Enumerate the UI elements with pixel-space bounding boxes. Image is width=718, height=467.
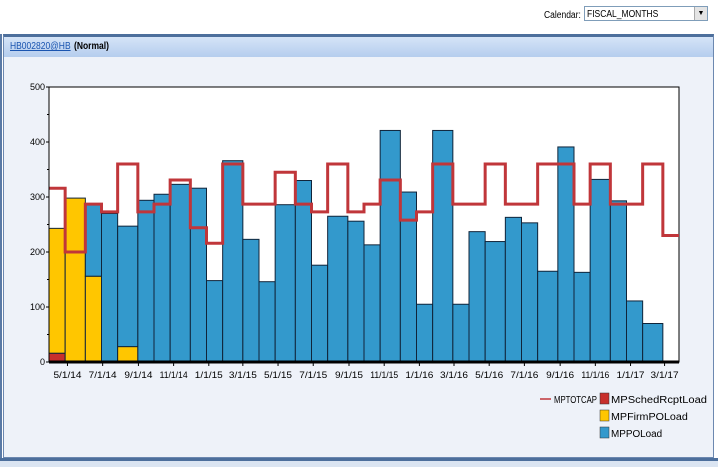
x-tick-label: 9/1/15 [335,370,363,380]
line-mptotcap [49,162,679,254]
bar-mppoload [521,222,539,363]
bar-mppoload [347,220,365,363]
bar-mpfirmpoload [64,197,86,363]
bar-mppoload [101,213,119,363]
panel-header: HB002820@HB (Normal) [4,37,713,57]
bar-mppoload [468,231,486,363]
bar-mppoload [379,129,401,363]
x-tick-label: 7/1/15 [299,370,327,380]
x-tick-label: 1/1/17 [617,370,645,380]
bar-mppoload [169,183,191,363]
bar-mppoload [137,199,155,363]
bar-mppoload [557,146,575,363]
bar-mppoload [609,200,627,363]
x-tick-label: 3/1/16 [440,370,468,380]
item-link[interactable]: HB002820@HB [10,41,71,52]
legend-swatch-mpfirmpoload [599,409,610,422]
bar-mppoload [222,160,244,363]
y-tick-label: 400 [30,137,45,147]
calendar-label: Calendar: [544,10,581,21]
bar-mppoload [573,271,591,363]
bar-mpfirmpoload [84,275,102,363]
bar-mppoload [452,303,470,363]
bar-mppoload [274,204,296,363]
bar-mppoload [84,203,102,277]
bar-mppoload [327,215,349,363]
bar-mppoload [589,178,611,363]
bar-mppoload [242,238,260,363]
bar-mppoload [206,280,224,363]
bar-mppoload [311,264,329,363]
x-tick-label: 9/1/14 [124,370,152,380]
x-tick-label: 1/1/16 [405,370,433,380]
calendar-value: FISCAL_MONTHS [587,9,659,20]
left-border [0,34,2,467]
bar-mppoload [363,244,381,363]
top-toolbar: Calendar: FISCAL_MONTHS ▼ [0,0,718,33]
y-tick-label: 0 [40,357,45,367]
y-tick-label: 200 [30,247,45,257]
legend-label: MPPOLoad [611,429,662,440]
bar-mppoload [537,270,559,363]
bar-mpfirmpoload [48,227,66,354]
y-tick-label: 500 [30,82,45,92]
legend-label: MPFirmPOLoad [611,412,688,423]
y-tick-label: 100 [30,302,45,312]
bar-mppoload [504,216,523,363]
bar-mppoload [189,187,208,363]
x-tick-label: 7/1/14 [89,370,117,380]
chevron-down-icon[interactable]: ▼ [694,7,707,20]
calendar-select[interactable]: FISCAL_MONTHS ▼ [584,6,708,21]
x-tick-label: 11/1/14 [160,370,188,380]
bar-mppoload [294,180,313,363]
legend-swatch-mpschedrcptload [599,392,610,405]
bar-mppoload [153,193,171,363]
y-tick-label: 300 [30,192,45,202]
bar-mppoload [117,225,139,348]
legend-swatch-mppoload [599,426,610,439]
x-tick-label: 5/1/15 [264,370,292,380]
bar-mpfirmpoload [117,346,139,363]
x-tick-label: 9/1/16 [546,370,574,380]
bottom-bar [0,458,718,467]
bar-mppoload [642,323,664,363]
x-tick-label: 3/1/17 [651,370,679,380]
x-tick-label: 5/1/14 [53,370,81,380]
bar-mppoload [258,281,276,363]
x-tick-label: 7/1/16 [510,370,538,380]
legend-label: MPTOTCAP [554,395,597,406]
legend-label: MPSchedRcptLoad [611,395,707,406]
x-tick-label: 11/1/15 [370,370,398,380]
x-tick-label: 11/1/16 [581,370,609,380]
x-tick-label: 1/1/15 [195,370,223,380]
x-tick-label: 5/1/16 [475,370,503,380]
bar-mppoload [416,303,434,363]
x-tick-label: 3/1/15 [229,370,257,380]
item-status: (Normal) [74,41,109,52]
bar-mppoload [626,300,644,363]
bar-mppoload [484,241,506,363]
legend: MPTOTCAP MPSchedRcptLoad MPFirmPOLoad MPPOL… [540,392,707,440]
bar-mppoload [399,191,418,363]
